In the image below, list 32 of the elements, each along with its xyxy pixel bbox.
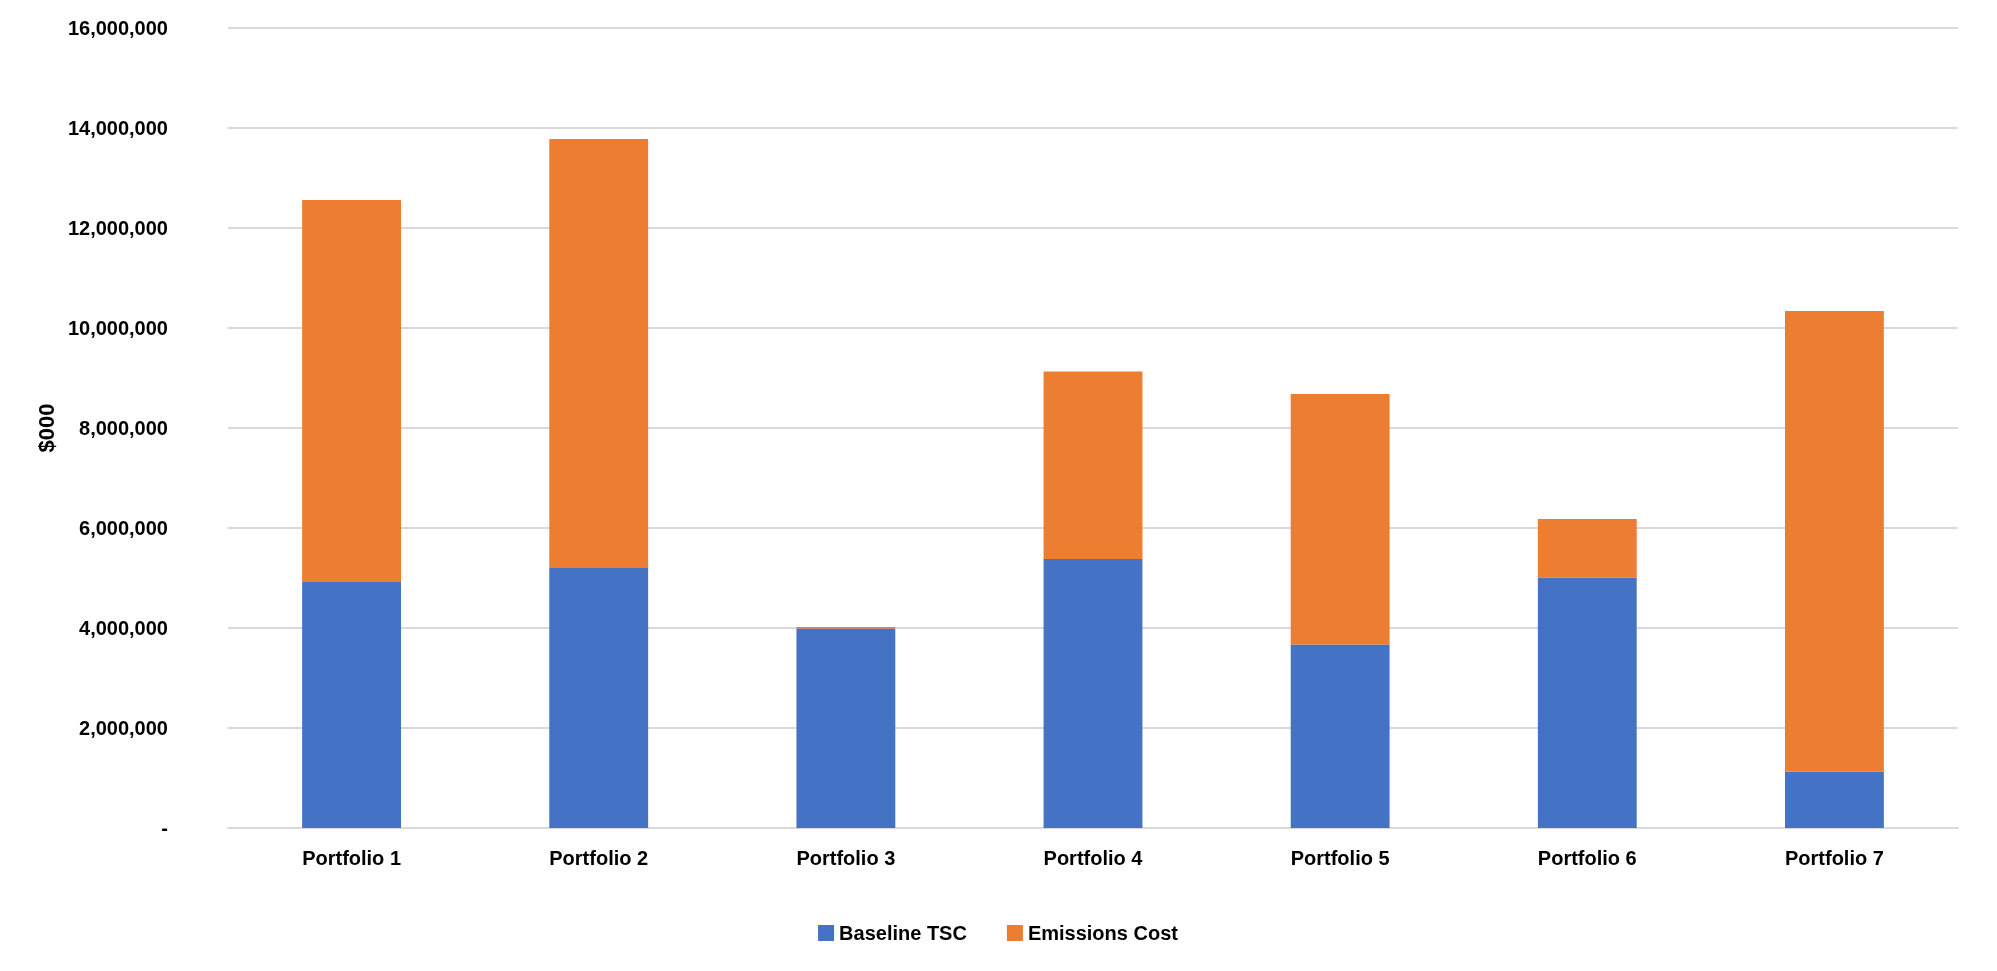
legend-label: Baseline TSC (839, 922, 967, 944)
x-tick-label: Portfolio 4 (1043, 847, 1144, 869)
bar (549, 568, 649, 828)
y-tick-label: 6,000,000 (79, 517, 168, 539)
bar (549, 139, 649, 568)
legend-label: Emissions Cost (1027, 922, 1179, 944)
y-tick-label: 8,000,000 (79, 417, 168, 439)
x-tick-label: Portfolio 6 (1537, 847, 1637, 869)
y-tick-label: 2,000,000 (79, 717, 168, 739)
bar (1537, 577, 1637, 828)
bar (1290, 394, 1390, 645)
bar (1043, 559, 1143, 828)
y-tick-label: 12,000,000 (67, 217, 168, 239)
y-axis-title: $000 (33, 403, 59, 453)
bar (796, 628, 896, 828)
bar (302, 200, 401, 582)
x-tick-label: Portfolio 3 (796, 847, 896, 869)
bar (302, 582, 401, 828)
y-tick-label: 10,000,000 (67, 317, 168, 339)
bar (1290, 644, 1390, 828)
bar (1785, 771, 1884, 828)
y-tick-label: - (161, 817, 168, 839)
y-tick-label: 16,000,000 (67, 17, 168, 39)
bar (1043, 371, 1143, 559)
y-tick-label: 4,000,000 (79, 617, 168, 639)
y-tick-label: 14,000,000 (67, 117, 168, 139)
x-tick-label: Portfolio 1 (302, 847, 402, 869)
x-tick-label: Portfolio 5 (1290, 847, 1390, 869)
x-tick-label: Portfolio 7 (1784, 847, 1884, 869)
bar (1785, 311, 1884, 772)
bar (1537, 519, 1637, 578)
x-tick-label: Portfolio 2 (549, 847, 649, 869)
